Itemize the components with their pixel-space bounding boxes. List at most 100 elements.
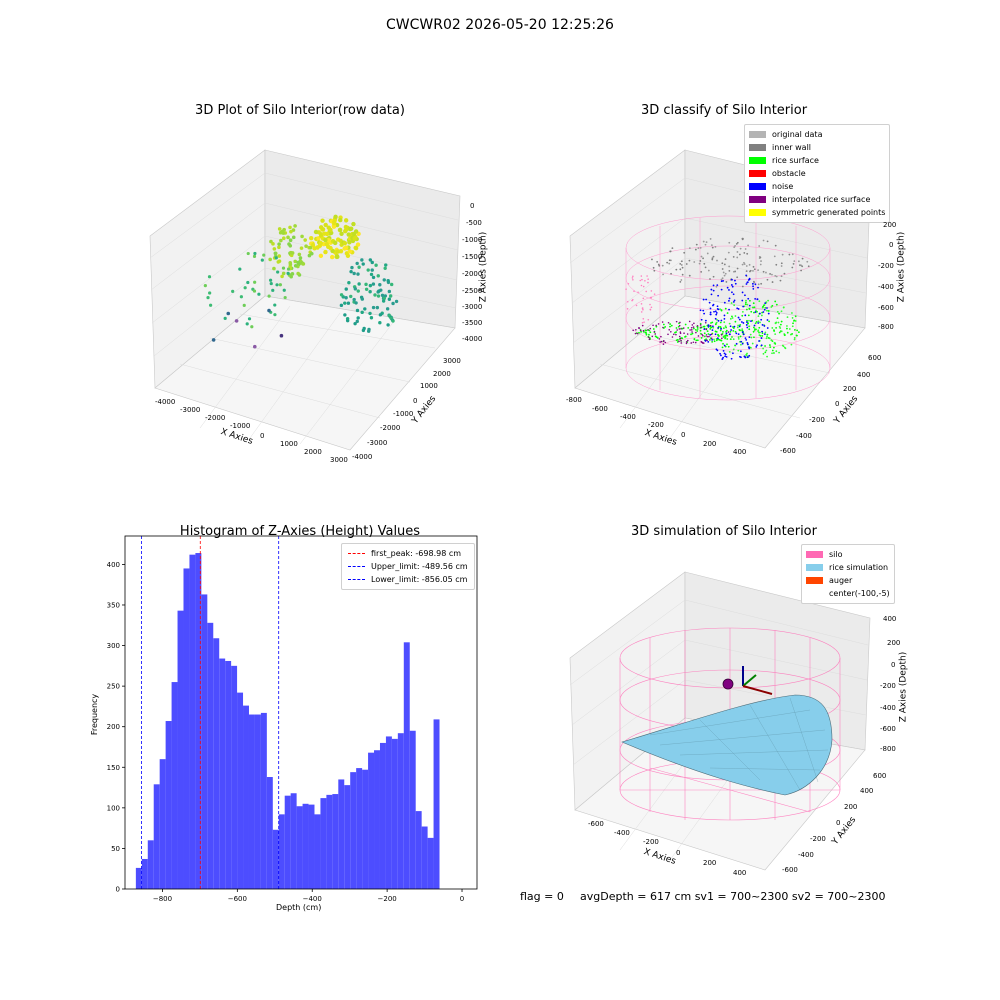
- raw-z-axis-label: Z Axies (Depth): [478, 231, 489, 303]
- classify-point: [791, 317, 794, 319]
- legend-label: original data: [772, 130, 823, 139]
- classify-point: [769, 344, 771, 346]
- legend-swatch: [749, 170, 766, 177]
- classify-point: [741, 285, 744, 288]
- classify-point: [709, 278, 711, 280]
- classify-point: [721, 277, 724, 280]
- classify-point: [755, 328, 757, 331]
- classify-point: [691, 324, 694, 326]
- raw-point: [360, 297, 365, 301]
- classify-point: [767, 312, 770, 315]
- classify-point: [796, 334, 798, 337]
- classify-legend: original data inner wall rice surface ob…: [744, 124, 891, 223]
- raw-point: [388, 294, 393, 298]
- raw-point: [280, 274, 284, 279]
- classify-point: [745, 270, 748, 273]
- raw-ytick-label: 1000: [420, 382, 438, 390]
- classify-point: [754, 322, 757, 325]
- classify-point: [700, 326, 702, 329]
- classify-point: [771, 349, 774, 352]
- classify-point: [743, 261, 745, 264]
- classify-point: [782, 345, 785, 348]
- raw-point: [356, 316, 360, 320]
- histogram-bar: [243, 705, 249, 889]
- classify-point: [725, 332, 728, 335]
- raw-point: [323, 249, 328, 255]
- classify-plot-title: 3D classify of Silo Interior: [640, 103, 808, 118]
- classify-point: [703, 325, 706, 328]
- simulation-ztick-label: 400: [883, 615, 897, 623]
- raw-point: [386, 278, 390, 283]
- raw-xtick-label: 0: [260, 432, 265, 440]
- raw-point: [211, 338, 216, 342]
- classify-point: [709, 311, 712, 314]
- classify-point: [709, 313, 712, 316]
- classify-point: [737, 316, 740, 319]
- classify-point: [641, 321, 644, 324]
- classify-point: [756, 310, 758, 313]
- classify-point: [703, 332, 706, 335]
- classify-point: [796, 329, 799, 332]
- classify-point: [760, 337, 763, 339]
- classify-point: [716, 307, 719, 310]
- histogram-bar: [195, 553, 202, 889]
- classify-point: [712, 284, 715, 287]
- classify-point: [715, 313, 718, 316]
- simulation-ztick-label: -200: [880, 682, 896, 690]
- classify-point: [696, 339, 699, 342]
- classify-point: [690, 333, 692, 336]
- classify-point: [746, 356, 749, 359]
- raw-point: [282, 288, 286, 292]
- raw-point: [355, 308, 360, 313]
- raw-ztick-label: -2000: [462, 270, 483, 278]
- classify-point: [709, 333, 712, 336]
- legend-entry-noise: noise: [749, 180, 885, 193]
- legend-entry-center: center(-100,-5): [806, 587, 890, 600]
- histogram-frame: [124, 535, 478, 890]
- classify-point: [745, 354, 748, 357]
- classify-point: [688, 259, 691, 262]
- classify-point: [742, 322, 745, 324]
- classify-point: [707, 325, 710, 328]
- classify-xtick-label: -600: [592, 405, 608, 413]
- classify-point: [714, 333, 717, 336]
- y-tick-label: 350: [107, 601, 120, 609]
- histogram-bar: [159, 759, 166, 889]
- classify-point: [751, 342, 754, 345]
- classify-point: [753, 268, 756, 271]
- raw-point: [357, 282, 361, 286]
- classify-point: [757, 330, 760, 333]
- classify-point: [775, 303, 778, 306]
- classify-point: [734, 282, 737, 285]
- raw-point: [308, 235, 314, 241]
- classify-point: [756, 298, 759, 301]
- classify-point: [722, 349, 725, 352]
- histogram-bar: [302, 803, 309, 889]
- classify-point: [776, 310, 779, 313]
- classify-ytick-label: 200: [843, 385, 857, 393]
- classify-point: [697, 335, 700, 337]
- histogram-bar: [183, 568, 190, 889]
- x-tick-label: −200: [378, 895, 397, 903]
- raw-point: [271, 242, 275, 246]
- classify-point: [762, 311, 765, 313]
- histogram-bar: [153, 784, 160, 889]
- raw-point: [394, 299, 399, 304]
- classify-point: [671, 247, 674, 250]
- classify-point: [678, 335, 681, 338]
- classify-point: [732, 270, 735, 273]
- classify-point: [711, 325, 714, 328]
- classify-point: [786, 316, 789, 318]
- raw-point: [383, 266, 387, 270]
- classify-point: [704, 266, 707, 269]
- classify-point: [732, 330, 735, 332]
- raw-point: [271, 288, 275, 292]
- raw-point: [203, 284, 207, 288]
- raw-point: [355, 261, 359, 266]
- histogram-bar: [314, 814, 321, 889]
- simulation-ytick-label: 200: [844, 803, 858, 811]
- classify-point: [710, 244, 713, 247]
- classify-ytick-label: -600: [780, 447, 796, 455]
- classify-point: [725, 326, 728, 329]
- classify-point: [682, 327, 685, 329]
